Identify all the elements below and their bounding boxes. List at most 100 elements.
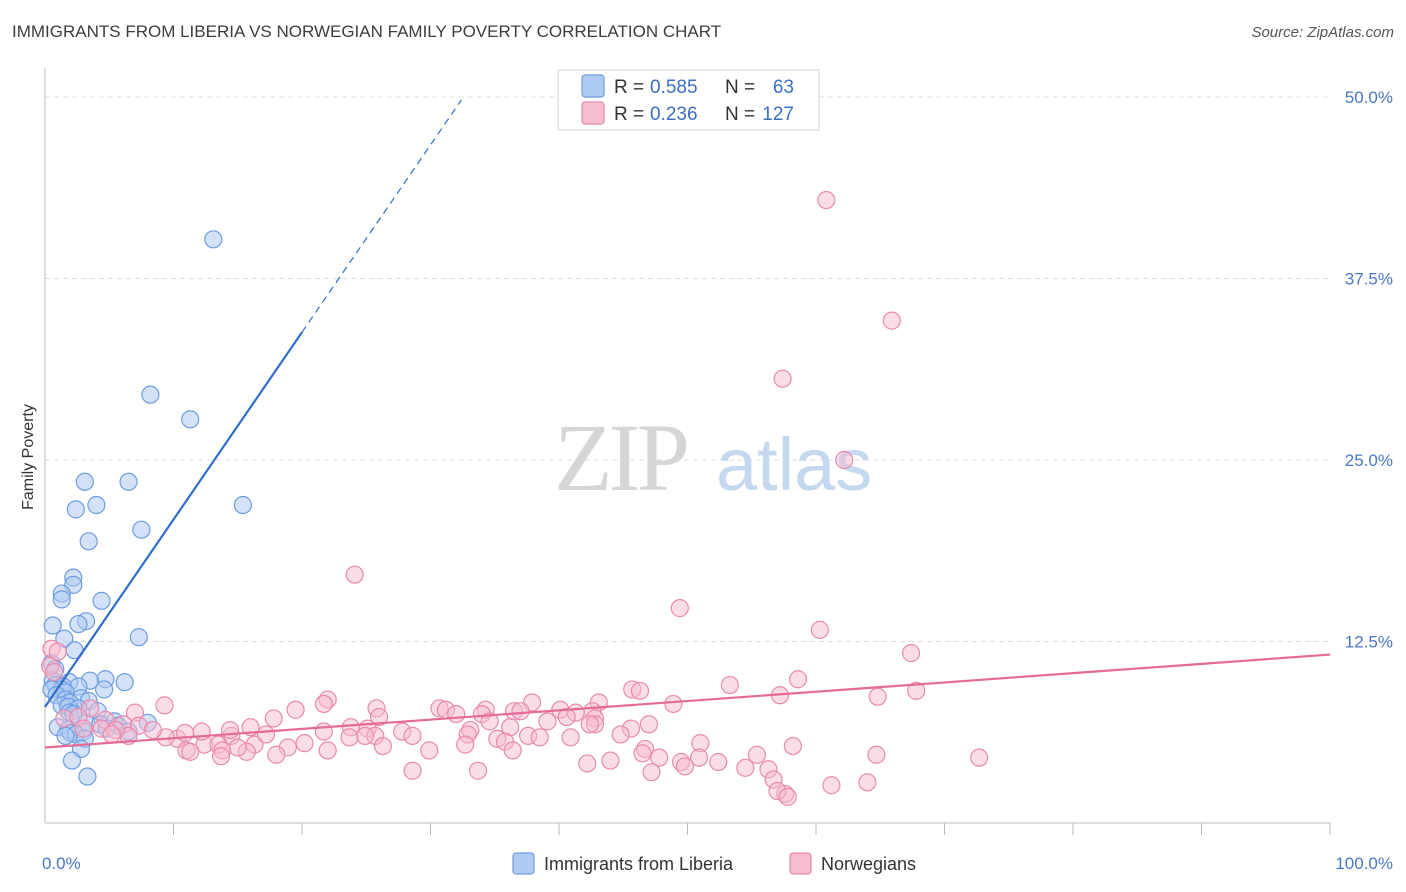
x-tick-label-max: 100.0% bbox=[1335, 854, 1393, 873]
trend-lines bbox=[44, 99, 1331, 749]
point-norwegians bbox=[480, 712, 499, 731]
point-norwegians bbox=[267, 745, 286, 764]
point-norwegians bbox=[970, 748, 989, 767]
point-norwegians bbox=[747, 745, 766, 764]
point-norwegians bbox=[736, 758, 755, 777]
point-liberia bbox=[233, 495, 252, 515]
x-tick-labels: 0.0% 100.0% bbox=[42, 854, 1393, 873]
series-legend-label-pink[interactable]: Norwegians bbox=[821, 854, 916, 874]
point-norwegians bbox=[403, 726, 422, 745]
point-norwegians bbox=[295, 734, 314, 753]
point-norwegians bbox=[181, 742, 200, 761]
point-liberia bbox=[79, 532, 98, 551]
stats-legend-n-label-pink: N = bbox=[725, 104, 755, 125]
point-liberia bbox=[115, 673, 134, 692]
point-norwegians bbox=[456, 735, 475, 754]
gridlines bbox=[45, 96, 1330, 642]
point-norwegians bbox=[74, 719, 93, 738]
point-norwegians bbox=[580, 715, 599, 734]
point-norwegians bbox=[868, 687, 887, 706]
series-norwegians bbox=[41, 190, 989, 806]
point-liberia bbox=[69, 614, 88, 634]
series-legend-swatch-pink[interactable] bbox=[789, 852, 812, 875]
point-norwegians bbox=[530, 728, 549, 747]
stats-legend: R = 0.585 N = 63 R = 0.236 N = 127 bbox=[557, 69, 820, 131]
point-norwegians bbox=[650, 748, 669, 767]
point-norwegians bbox=[901, 644, 921, 663]
y-tick-label-1: 25.0% bbox=[1345, 451, 1393, 470]
point-liberia bbox=[56, 726, 75, 745]
point-norwegians bbox=[403, 761, 422, 780]
point-norwegians bbox=[633, 744, 652, 763]
watermark: ZIP atlas bbox=[554, 404, 872, 511]
point-norwegians bbox=[778, 787, 797, 806]
series-legend: Immigrants from Liberia Norwegians bbox=[512, 852, 916, 875]
point-norwegians bbox=[228, 738, 247, 757]
stats-legend-n-value-blue: 63 bbox=[773, 77, 794, 98]
point-norwegians bbox=[44, 662, 64, 682]
point-norwegians bbox=[867, 745, 886, 764]
point-norwegians bbox=[788, 670, 808, 689]
point-norwegians bbox=[557, 707, 576, 727]
point-norwegians bbox=[102, 725, 121, 744]
point-norwegians bbox=[689, 748, 709, 767]
point-liberia bbox=[95, 680, 114, 699]
point-liberia bbox=[43, 616, 62, 635]
y-tick-labels: 12.5% 25.0% 37.5% 50.0% bbox=[1345, 88, 1393, 652]
point-norwegians bbox=[318, 741, 337, 760]
point-norwegians bbox=[817, 190, 836, 210]
y-tick-label-3: 50.0% bbox=[1345, 88, 1393, 107]
y-tick-label-0: 12.5% bbox=[1345, 633, 1393, 652]
point-norwegians bbox=[858, 773, 877, 792]
point-norwegians bbox=[538, 712, 557, 731]
point-norwegians bbox=[264, 709, 283, 728]
trend-line-norwegians bbox=[44, 653, 1331, 749]
point-norwegians bbox=[314, 722, 333, 741]
stats-legend-r-value-pink: 0.236 bbox=[650, 104, 698, 125]
point-norwegians bbox=[907, 681, 926, 700]
point-norwegians bbox=[314, 694, 333, 714]
point-norwegians bbox=[822, 776, 841, 795]
point-norwegians bbox=[611, 725, 630, 744]
point-norwegians bbox=[675, 757, 695, 776]
point-norwegians bbox=[143, 720, 163, 740]
point-norwegians bbox=[720, 675, 740, 695]
point-liberia bbox=[62, 751, 82, 770]
point-norwegians bbox=[175, 723, 195, 743]
point-norwegians bbox=[773, 369, 792, 388]
point-norwegians bbox=[370, 707, 389, 727]
chart-source: Source: ZipAtlas.com bbox=[1251, 24, 1394, 41]
point-norwegians bbox=[256, 725, 276, 744]
stats-legend-swatch-blue bbox=[581, 74, 605, 98]
point-norwegians bbox=[373, 736, 393, 756]
point-norwegians bbox=[810, 620, 829, 639]
point-liberia bbox=[92, 591, 111, 610]
point-liberia bbox=[78, 767, 97, 786]
stats-legend-swatch-pink bbox=[581, 101, 605, 125]
point-norwegians bbox=[578, 754, 597, 773]
point-norwegians bbox=[835, 450, 854, 470]
point-liberia bbox=[129, 628, 148, 647]
trend-line-liberia-extension bbox=[301, 99, 462, 333]
point-norwegians bbox=[345, 565, 364, 584]
series-legend-label-blue[interactable]: Immigrants from Liberia bbox=[544, 854, 734, 874]
y-tick-label-2: 37.5% bbox=[1345, 270, 1393, 289]
stats-legend-n-label-blue: N = bbox=[725, 77, 755, 98]
series-immigrants-from-liberia bbox=[42, 230, 252, 786]
point-liberia bbox=[204, 230, 223, 249]
y-axis-label: Family Poverty bbox=[20, 404, 37, 510]
point-norwegians bbox=[882, 311, 901, 330]
point-norwegians bbox=[639, 715, 659, 734]
point-liberia bbox=[141, 385, 160, 404]
trend-line-liberia bbox=[44, 331, 303, 708]
point-norwegians bbox=[664, 694, 683, 714]
series-legend-swatch-blue[interactable] bbox=[512, 852, 535, 875]
stats-legend-r-label-pink: R = bbox=[614, 104, 644, 125]
point-liberia bbox=[181, 410, 200, 429]
point-liberia bbox=[119, 472, 138, 491]
axes bbox=[44, 68, 1331, 835]
point-liberia bbox=[66, 500, 85, 519]
point-norwegians bbox=[670, 599, 689, 618]
point-norwegians bbox=[155, 696, 174, 715]
stats-legend-r-value-blue: 0.585 bbox=[650, 77, 698, 98]
